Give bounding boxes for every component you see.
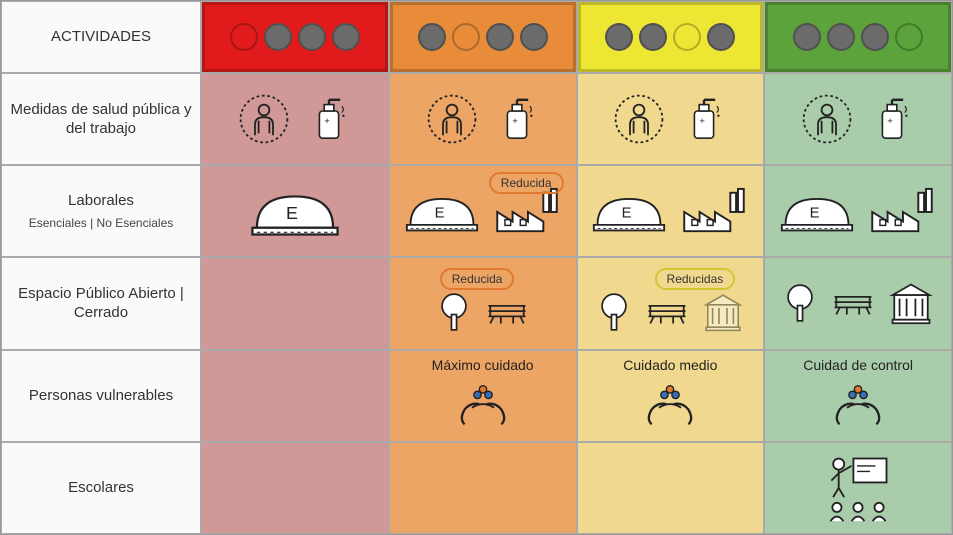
building-icon: [703, 292, 743, 332]
traffic-light-dot: [827, 23, 855, 51]
sanitizer-icon: [680, 92, 728, 146]
sanitizer-icon: [305, 92, 353, 146]
traffic-light: [578, 2, 764, 72]
reducidas-badge: Reducidas: [655, 268, 736, 290]
header-red: [201, 1, 389, 73]
traffic-light-dot: [605, 23, 633, 51]
header-green: [764, 1, 952, 73]
caring-hands-icon: [455, 382, 511, 428]
header-label: ACTIVIDADES: [1, 1, 201, 73]
hardhat-icon: [250, 183, 340, 239]
traffic-light-dot: [486, 23, 514, 51]
cell-vuln-orange: Máximo cuidado: [389, 350, 577, 442]
traffic-light-dot: [707, 23, 735, 51]
cell-espacio-green: [764, 257, 952, 349]
building-icon: [889, 281, 933, 325]
traffic-light-dot: [418, 23, 446, 51]
teacher-icon: [823, 453, 893, 499]
traffic-light-dot: [264, 23, 292, 51]
row-label-text: Personas vulnerables: [29, 386, 173, 406]
tree-icon: [437, 290, 471, 334]
hardhat-icon: [592, 187, 666, 235]
traffic-light-dot: [861, 23, 889, 51]
cell-health-green: [764, 73, 952, 165]
traffic-light: [202, 2, 388, 72]
cell-laborales-orange: Reducida: [389, 165, 577, 257]
cell-espacio-yellow: Reducidas: [577, 257, 765, 349]
cell-espacio-red: [201, 257, 389, 349]
cell-vuln-yellow: Cuidado medio: [577, 350, 765, 442]
risk-level-matrix: ACTIVIDADES Medidas de salud pública y d…: [0, 0, 953, 535]
distancing-icon: [237, 92, 291, 146]
traffic-light: [390, 2, 576, 72]
factory-icon: [493, 187, 561, 235]
header-orange: [389, 1, 577, 73]
distancing-icon: [425, 92, 479, 146]
traffic-light: [765, 2, 951, 72]
cell-laborales-green: [764, 165, 952, 257]
sanitizer-icon: [493, 92, 541, 146]
row-label-text: Laborales: [68, 191, 134, 211]
hardhat-icon: [405, 187, 479, 235]
row-label-health: Medidas de salud pública y del trabajo: [1, 73, 201, 165]
cell-escolares-orange: [389, 442, 577, 534]
traffic-light-dot: [673, 23, 701, 51]
cell-escolares-yellow: [577, 442, 765, 534]
hardhat-icon: [780, 187, 854, 235]
tree-icon: [783, 281, 817, 325]
row-label-espacio: Espacio Público Abierto | Cerrado: [1, 257, 201, 349]
tree-icon: [597, 290, 631, 334]
cell-laborales-yellow: [577, 165, 765, 257]
row-label-vulnerables: Personas vulnerables: [1, 350, 201, 442]
cell-health-orange: [389, 73, 577, 165]
traffic-light-dot: [452, 23, 480, 51]
vuln-caption: Máximo cuidado: [390, 357, 576, 373]
row-label-laborales: Laborales Esenciales | No Esenciales: [1, 165, 201, 257]
cell-health-yellow: [577, 73, 765, 165]
traffic-light-dot: [895, 23, 923, 51]
cell-laborales-red: [201, 165, 389, 257]
reducida-badge: Reducida: [440, 268, 515, 290]
traffic-light-dot: [639, 23, 667, 51]
row-label-text: Escolares: [68, 478, 134, 498]
sanitizer-icon: [868, 92, 916, 146]
cell-vuln-red: [201, 350, 389, 442]
bench-icon: [831, 289, 875, 317]
cell-health-red: [201, 73, 389, 165]
vuln-caption: Cuidado medio: [578, 357, 764, 373]
factory-icon: [680, 187, 748, 235]
students-icon: [823, 501, 893, 523]
cell-escolares-red: [201, 442, 389, 534]
row-sublabel-text: Esenciales | No Esenciales: [29, 216, 174, 232]
factory-icon: [868, 187, 936, 235]
distancing-icon: [612, 92, 666, 146]
row-label-escolares: Escolares: [1, 442, 201, 534]
header-yellow: [577, 1, 765, 73]
cell-espacio-orange: Reducida: [389, 257, 577, 349]
caring-hands-icon: [830, 382, 886, 428]
traffic-light-dot: [332, 23, 360, 51]
caring-hands-icon: [642, 382, 698, 428]
distancing-icon: [800, 92, 854, 146]
row-label-text: Medidas de salud pública y del trabajo: [8, 100, 194, 139]
traffic-light-dot: [298, 23, 326, 51]
traffic-light-dot: [230, 23, 258, 51]
header-label-text: ACTIVIDADES: [51, 27, 151, 47]
cell-escolares-green: [764, 442, 952, 534]
vuln-caption: Cuidad de control: [765, 357, 951, 373]
row-label-text: Espacio Público Abierto | Cerrado: [8, 284, 194, 323]
bench-icon: [645, 298, 689, 326]
reducida-badge: Reducida: [489, 172, 564, 194]
traffic-light-dot: [793, 23, 821, 51]
bench-icon: [485, 298, 529, 326]
traffic-light-dot: [520, 23, 548, 51]
cell-vuln-green: Cuidad de control: [764, 350, 952, 442]
